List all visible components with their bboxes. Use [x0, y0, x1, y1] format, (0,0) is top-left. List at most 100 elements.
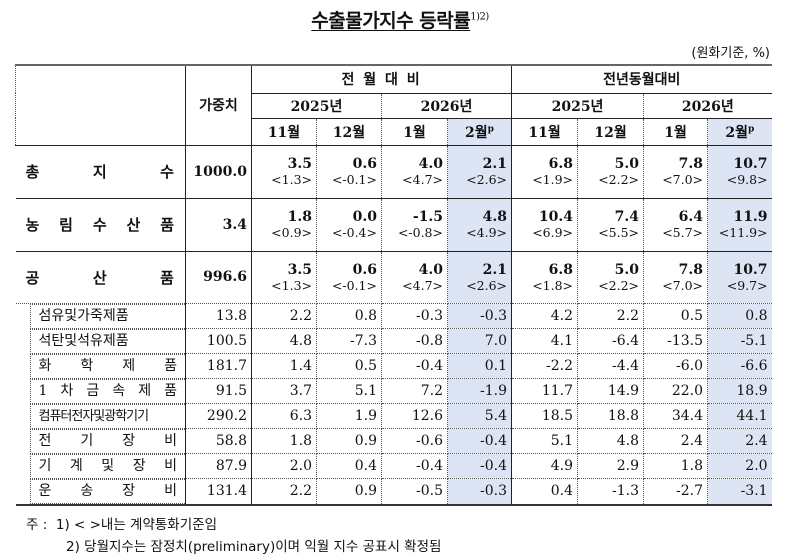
- header-mom-month-prelim: 2월p: [446, 117, 513, 146]
- cell-yoy: 22.0: [643, 378, 709, 404]
- contract-currency-value: <9.8>: [726, 172, 768, 187]
- title-text: 수출물가지수 등락률: [311, 10, 471, 32]
- value: 5.0: [614, 261, 640, 278]
- cell-mom: 1.8: [251, 428, 317, 454]
- contract-currency-value: <5.5>: [598, 225, 640, 240]
- row-label: 운 송 장 비: [29, 478, 185, 504]
- cell-mom: -0.8: [381, 328, 448, 354]
- cell-yoy: 44.1: [707, 403, 772, 429]
- value: 10.4: [538, 209, 574, 225]
- table-row-sub: 1 차 금 속 제 품 91.5 3.7 5.1 7.2 -1.9 11.7 14.9 22.0…: [15, 378, 772, 404]
- cell-mom: 4.0 <4.7>: [381, 250, 448, 304]
- cell-yoy: 0.4: [511, 478, 579, 505]
- cell-yoy: 5.1: [511, 428, 579, 454]
- cell-mom: -7.3: [316, 328, 382, 354]
- contract-currency-value: <1.3>: [271, 277, 312, 293]
- cell-mom: 1.4: [251, 353, 317, 379]
- cell-yoy: -1.3: [577, 478, 645, 505]
- row-weight: 100.5: [185, 328, 252, 354]
- cell-yoy: 6.4 <5.7>: [643, 197, 709, 252]
- cell-yoy: 10.7 <9.7>: [707, 250, 772, 304]
- cell-mom: 0.8: [316, 302, 382, 329]
- value: 7.8: [678, 156, 704, 172]
- cell-mom: 0.6 <-0.1>: [316, 144, 382, 199]
- cell-yoy: 1.8: [643, 453, 709, 479]
- contract-currency-value: <4.9>: [466, 225, 508, 240]
- cell-mom: 7.2: [381, 378, 448, 404]
- table-row-sub: 석탄및석유제품 100.5 4.8 -7.3 -0.8 7.0 4.1 -6.4 -13.5 -5…: [15, 328, 772, 354]
- header-yoy-month: 12월: [577, 117, 645, 146]
- cell-yoy: 10.4 <6.9>: [511, 197, 579, 252]
- table-row-sub: 컴퓨터전자및광학기기 290.2 6.3 1.9 12.6 5.4 18.5 18.8 34.4…: [15, 403, 772, 429]
- row-weight: 290.2: [185, 403, 252, 429]
- value: 10.7: [733, 261, 768, 278]
- header-mom-month: 1월: [381, 117, 448, 146]
- value: 6.4: [678, 209, 704, 225]
- cell-mom: 0.6 <-0.1>: [316, 250, 382, 304]
- cell-yoy: 2.4: [643, 428, 709, 454]
- value: 4.0: [418, 261, 443, 278]
- cell-yoy: 18.5: [511, 403, 579, 429]
- header-yoy-month: 1월: [643, 117, 709, 146]
- row-label: 기 계 및 장 비: [29, 453, 185, 479]
- footnote-2: 2) 당월지수는 잠정치(preliminary)이며 익월 지수 공표시 확정…: [66, 539, 442, 555]
- export-price-table: 가중치 전 월 대 비 전년동월대비 2025년 2026년 2025년 202…: [15, 64, 772, 506]
- cell-yoy: 4.1: [511, 328, 579, 354]
- value: 0.0: [352, 209, 377, 225]
- cell-yoy: -5.1: [707, 328, 772, 354]
- header-blank: [15, 64, 186, 146]
- contract-currency-value: <1.3>: [271, 172, 312, 187]
- cell-yoy: 5.0 <2.2>: [577, 250, 645, 304]
- cell-mom: 4.8: [251, 328, 317, 354]
- cell-mom: 2.2: [251, 478, 317, 505]
- cell-mom: -1.5 <-0.8>: [381, 197, 448, 252]
- cell-yoy: 18.8: [577, 403, 645, 429]
- contract-currency-value: <1.8>: [532, 277, 574, 293]
- value: 6.8: [548, 261, 574, 278]
- cell-yoy: 6.8 <1.9>: [511, 144, 579, 199]
- cell-yoy: 11.7: [511, 378, 579, 404]
- contract-currency-value: <6.9>: [532, 225, 574, 240]
- row-label-cell: 섬유및가죽제품: [15, 303, 186, 329]
- cell-mom: -0.5: [381, 478, 448, 505]
- row-label-cell: 컴퓨터전자및광학기기: [15, 403, 186, 429]
- table-row-sub: 섬유및가죽제품 13.8 2.2 0.8 -0.3 -0.3 4.2 2.2 0.5 0.8: [15, 302, 772, 329]
- contract-currency-value: <7.0>: [662, 277, 704, 293]
- unit-label: (원화기준, %): [691, 46, 770, 61]
- value: 3.5: [287, 261, 312, 278]
- value: 11.9: [733, 209, 768, 225]
- value: 2.1: [482, 261, 508, 278]
- row-label-cell: 1 차 금 속 제 품: [15, 378, 186, 404]
- cell-mom: 0.5: [316, 353, 382, 379]
- row-label: 1 차 금 속 제 품: [29, 378, 185, 404]
- table-row-sub: 기 계 및 장 비 87.9 2.0 0.4 -0.4 -0.4 4.9 2.9 1.8 2.0: [15, 453, 772, 479]
- row-label-cell: 화 학 제 품: [15, 353, 186, 379]
- value: 7.4: [614, 209, 640, 225]
- cell-yoy: -13.5: [643, 328, 709, 354]
- cell-mom: -1.9: [446, 378, 513, 404]
- cell-mom: 7.0: [446, 328, 513, 354]
- table-row-main: 공 산 품 996.6 3.5 <1.3> 0.6 <-0.1> 4.0 <4.7> 2.1 <2…: [15, 250, 772, 304]
- value: -1.5: [412, 209, 443, 225]
- cell-mom: 12.6: [381, 403, 448, 429]
- cell-mom: 0.1: [446, 353, 513, 379]
- cell-mom: -0.4: [446, 453, 513, 479]
- cell-yoy: -6.0: [643, 353, 709, 379]
- cell-mom: 2.0: [251, 453, 317, 479]
- cell-yoy: -6.4: [577, 328, 645, 354]
- page-title: 수출물가지수 등락률1)2): [0, 6, 800, 33]
- cell-mom: -0.4: [381, 453, 448, 479]
- cell-mom: -0.3: [381, 302, 448, 329]
- cell-yoy: 6.8 <1.8>: [511, 250, 579, 304]
- cell-yoy: -4.4: [577, 353, 645, 379]
- header-group-yoy: 전년동월대비: [511, 64, 772, 94]
- value: 5.0: [614, 156, 640, 172]
- cell-yoy: 10.7 <9.8>: [707, 144, 772, 199]
- row-weight: 13.8: [185, 302, 252, 329]
- cell-mom: 4.0 <4.7>: [381, 144, 448, 199]
- contract-currency-value: <-0.1>: [331, 172, 377, 187]
- contract-currency-value: <4.7>: [402, 172, 443, 187]
- title-footnote: 1)2): [470, 11, 489, 23]
- cell-yoy: 5.0 <2.2>: [577, 144, 645, 199]
- cell-mom: 2.2: [251, 302, 317, 329]
